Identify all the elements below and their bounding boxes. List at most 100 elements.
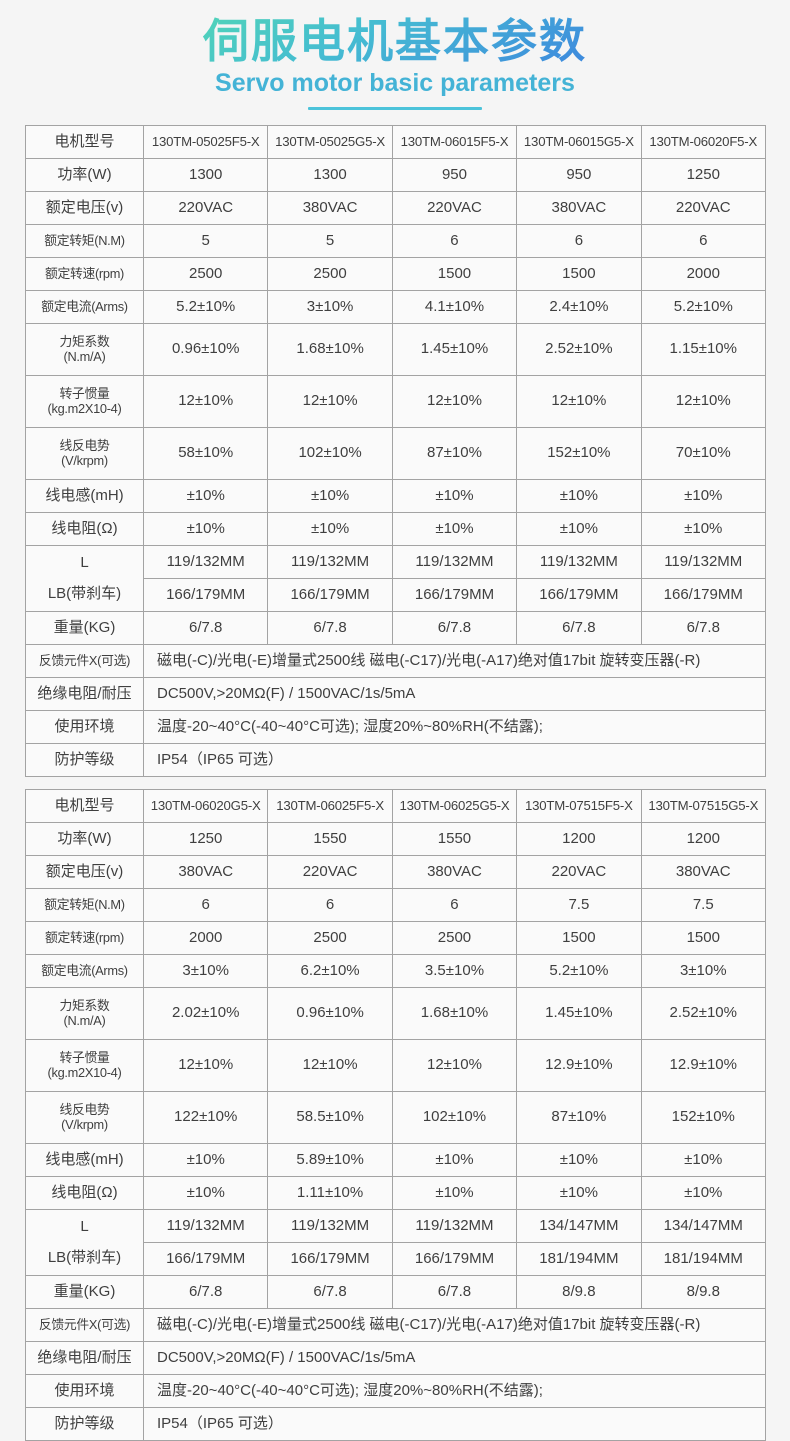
table-row: 额定电流(Arms) 5.2±10% 3±10% 4.1±10% 2.4±10% 5.2±… <box>25 289 766 324</box>
cell-value: 12±10% <box>640 374 766 428</box>
row-label: 重量(KG) <box>25 610 144 645</box>
cell-value: 1500 <box>391 256 518 291</box>
cell-value: ±10% <box>640 478 766 513</box>
table-row: L LB(带刹车) 119/132MM 119/132MM 119/132MM 119/1… <box>25 544 766 612</box>
cell-value: 1200 <box>640 821 766 856</box>
table-row: 电机型号 130TM-06020G5-X 130TM-06025F5-X 130TM-… <box>25 788 766 823</box>
row-label: 反馈元件X(可选) <box>25 1307 144 1342</box>
row-label: 功率(W) <box>25 157 144 192</box>
cell-value: 5.2±10% <box>516 953 642 988</box>
cell-value: 119/132MM <box>640 544 766 579</box>
cell-value: DC500V,>20MΩ(F) / 1500VAC/1s/5mA <box>143 1340 766 1375</box>
cell-value: ±10% <box>640 1142 766 1177</box>
cell-value: 5.2±10% <box>640 289 766 324</box>
row-label: 额定电流(Arms) <box>25 953 144 988</box>
cell-value: 380VAC <box>391 854 518 889</box>
cell-value: 380VAC <box>516 190 642 225</box>
cell-value: 6 <box>640 223 766 258</box>
cell-value: 4.1±10% <box>391 289 518 324</box>
cell-value: 6.2±10% <box>267 953 393 988</box>
cell-value: ±10% <box>391 478 518 513</box>
table-row: 反馈元件X(可选) 磁电(-C)/光电(-E)增量式2500线 磁电(-C17)/… <box>25 1307 766 1342</box>
cell-value: 12±10% <box>516 374 642 428</box>
cell-value: 87±10% <box>391 426 518 480</box>
cell-value: 130TM-05025G5-X <box>267 124 393 159</box>
cell-value: 12±10% <box>267 1038 393 1092</box>
table-row: 线电阻(Ω) ±10% ±10% ±10% ±10% ±10% <box>25 511 766 546</box>
cell-value: 2.02±10% <box>142 986 269 1040</box>
cell-value: ±10% <box>640 1175 766 1210</box>
row-label: 使用环境 <box>25 709 144 744</box>
cell-value: ±10% <box>391 1142 518 1177</box>
cell-value: 950 <box>391 157 518 192</box>
cell-value: 134/147MM <box>640 1208 766 1243</box>
cell-value: 181/194MM <box>516 1241 642 1276</box>
row-label: 反馈元件X(可选) <box>25 643 144 678</box>
spec-tables-container: 电机型号 130TM-05025F5-X 130TM-05025G5-X 130TM-… <box>25 124 766 1441</box>
table-row: 反馈元件X(可选) 磁电(-C)/光电(-E)增量式2500线 磁电(-C17)/… <box>25 643 766 678</box>
table-row: 额定转矩(N.M) 5 5 6 6 6 <box>25 223 766 258</box>
row-label: 额定电流(Arms) <box>25 289 144 324</box>
cell-value: 220VAC <box>142 190 269 225</box>
cell-value: 温度-20~40°C(-40~40°C可选); 湿度20%~80%RH(不结露)… <box>143 1373 766 1408</box>
row-label: 绝缘电阻/耐压 <box>25 1340 144 1375</box>
table-row: 力矩系数 (N.m/A) 2.02±10% 0.96±10% 1.68±10% 1.45±… <box>25 986 766 1040</box>
cell-value: 1500 <box>640 920 766 955</box>
cell-value: ±10% <box>516 478 642 513</box>
page-subtitle: Servo motor basic parameters <box>215 68 575 97</box>
cell-value: 12.9±10% <box>640 1038 766 1092</box>
table-row: 166/179MM 166/179MM 166/179MM 166/179MM 166/… <box>26 577 766 612</box>
cell-value: IP54（IP65 可选） <box>143 1406 766 1441</box>
cell-value: 1250 <box>142 821 269 856</box>
cell-value: 380VAC <box>142 854 269 889</box>
cell-value: 1300 <box>267 157 393 192</box>
cell-value: 220VAC <box>516 854 642 889</box>
cell-value: 8/9.8 <box>640 1274 766 1309</box>
cell-value: 166/179MM <box>516 577 642 612</box>
cell-value: ±10% <box>142 511 269 546</box>
cell-value: 130TM-06020F5-X <box>640 124 766 159</box>
cell-value: 12.9±10% <box>516 1038 642 1092</box>
table-row: 功率(W) 1300 1300 950 950 1250 <box>25 157 766 192</box>
cell-value: 166/179MM <box>391 577 518 612</box>
table-row: 额定转矩(N.M) 6 6 6 7.5 7.5 <box>25 887 766 922</box>
table-row: 绝缘电阻/耐压 DC500V,>20MΩ(F) / 1500VAC/1s/5mA <box>25 676 766 711</box>
cell-value: ±10% <box>142 1175 269 1210</box>
row-label: 额定转矩(N.M) <box>25 887 144 922</box>
table-row: 166/179MM 166/179MM 166/179MM 181/194MM 181/… <box>26 1241 766 1276</box>
cell-value: 6 <box>142 887 269 922</box>
cell-value: 130TM-06015F5-X <box>391 124 518 159</box>
cell-value: ±10% <box>516 1142 642 1177</box>
cell-value: 磁电(-C)/光电(-E)增量式2500线 磁电(-C17)/光电(-A17)绝… <box>143 1307 766 1342</box>
row-label: 功率(W) <box>25 821 144 856</box>
row-label: 额定转速(rpm) <box>25 256 144 291</box>
spec-table-2: 电机型号 130TM-06020G5-X 130TM-06025F5-X 130TM-… <box>25 788 766 1441</box>
cell-value: 166/179MM <box>142 577 269 612</box>
cell-value: 6/7.8 <box>640 610 766 645</box>
cell-value: 2500 <box>267 920 393 955</box>
cell-value: 0.96±10% <box>142 322 269 376</box>
spec-table-1: 电机型号 130TM-05025F5-X 130TM-05025G5-X 130TM-… <box>25 124 766 777</box>
page-title: 伺服电机基本参数 <box>203 15 587 67</box>
cell-value: 119/132MM <box>142 1208 269 1243</box>
table-row: 防护等级 IP54（IP65 可选） <box>25 742 766 777</box>
row-label: 电机型号 <box>25 788 144 823</box>
table-row: 额定电流(Arms) 3±10% 6.2±10% 3.5±10% 5.2±10% 3±10… <box>25 953 766 988</box>
cell-value: 5 <box>267 223 393 258</box>
cell-value: ±10% <box>516 1175 642 1210</box>
table-row: 防护等级 IP54（IP65 可选） <box>25 1406 766 1441</box>
cell-value: 7.5 <box>640 887 766 922</box>
table-row: 重量(KG) 6/7.8 6/7.8 6/7.8 8/9.8 8/9.8 <box>25 1274 766 1309</box>
row-label: 电机型号 <box>25 124 144 159</box>
row-label: 线电感(mH) <box>25 1142 144 1177</box>
row-label: 防护等级 <box>25 742 144 777</box>
cell-value: 1500 <box>516 920 642 955</box>
cell-value: 130TM-07515F5-X <box>516 788 642 823</box>
cell-value: ±10% <box>391 511 518 546</box>
cell-value: 6/7.8 <box>516 610 642 645</box>
cell-value: 1250 <box>640 157 766 192</box>
cell-value: 5 <box>142 223 269 258</box>
row-label: 线电感(mH) <box>25 478 144 513</box>
table-row: 重量(KG) 6/7.8 6/7.8 6/7.8 6/7.8 6/7.8 <box>25 610 766 645</box>
cell-value: 1550 <box>391 821 518 856</box>
